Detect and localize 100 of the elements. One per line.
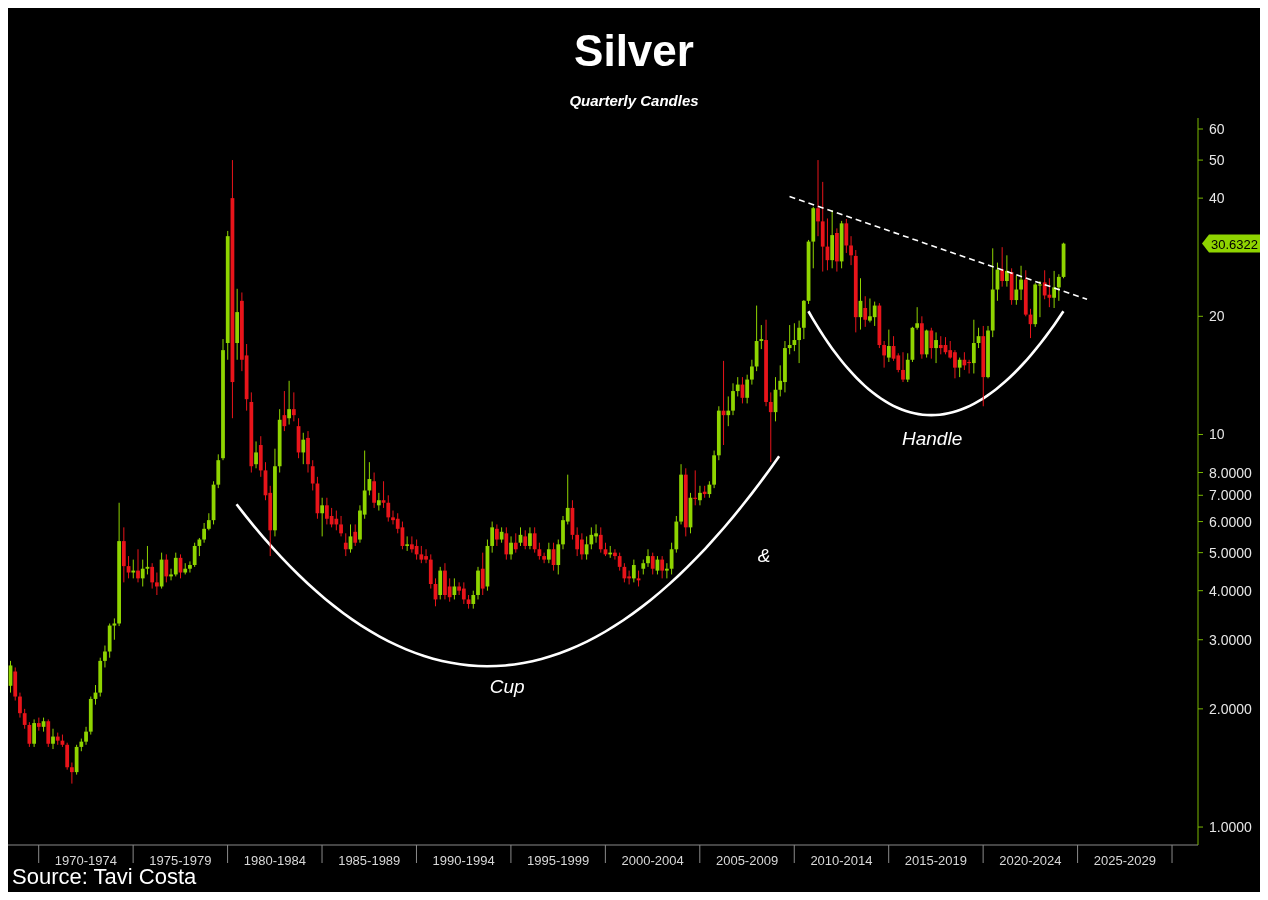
candlestick bbox=[381, 480, 386, 509]
x-tick-label: 1980-1984 bbox=[243, 853, 306, 868]
candlestick bbox=[513, 532, 518, 554]
candlestick bbox=[523, 529, 528, 550]
candlestick bbox=[1052, 270, 1056, 309]
candlestick bbox=[202, 522, 206, 544]
candlestick bbox=[334, 510, 339, 531]
candlestick bbox=[901, 351, 905, 383]
y-tick-label: 1.0000 bbox=[1209, 819, 1253, 836]
y-tick-label: 6.0000 bbox=[1209, 513, 1253, 530]
candlestick bbox=[844, 218, 849, 254]
candlestick bbox=[646, 548, 650, 568]
candlestick bbox=[660, 555, 665, 579]
candlestick bbox=[797, 320, 801, 364]
candlestick bbox=[1005, 254, 1009, 288]
candlestick bbox=[598, 526, 603, 554]
candlestick bbox=[509, 535, 513, 561]
candlestick bbox=[934, 331, 938, 364]
candlestick bbox=[589, 526, 594, 550]
candlestick bbox=[905, 352, 910, 383]
candlestick bbox=[188, 560, 192, 574]
candlestick bbox=[929, 327, 934, 360]
x-tick-label: 1990-1994 bbox=[432, 853, 495, 868]
annotation: Handle bbox=[902, 428, 963, 450]
y-tick-label: 5.0000 bbox=[1209, 544, 1253, 561]
candlestick bbox=[872, 301, 877, 327]
candlestick bbox=[532, 526, 537, 554]
candlestick bbox=[480, 552, 485, 596]
candlestick bbox=[136, 548, 140, 583]
candlestick bbox=[140, 559, 145, 587]
candlestick bbox=[731, 382, 735, 416]
candlestick bbox=[546, 542, 551, 564]
x-tick-label: 2025-2029 bbox=[1093, 853, 1156, 868]
x-tick-label: 2000-2004 bbox=[621, 853, 684, 868]
y-tick-label: 50 bbox=[1209, 152, 1225, 169]
candlestick bbox=[698, 485, 702, 506]
candlestick bbox=[849, 235, 853, 266]
candlestick bbox=[665, 562, 669, 579]
candlestick bbox=[735, 376, 740, 397]
candlestick bbox=[353, 523, 358, 547]
candlestick bbox=[938, 335, 943, 355]
y-tick-label: 10 bbox=[1209, 426, 1225, 443]
candlestick bbox=[461, 581, 466, 605]
candlestick bbox=[528, 526, 532, 550]
candlestick bbox=[1000, 246, 1005, 288]
candlestick bbox=[886, 329, 891, 363]
y-tick-label: 3.0000 bbox=[1209, 631, 1253, 648]
candlestick bbox=[882, 340, 886, 369]
candlestick bbox=[613, 548, 617, 561]
candlestick bbox=[18, 692, 22, 719]
candlestick bbox=[504, 526, 509, 561]
candlestick bbox=[169, 568, 173, 581]
x-tick-label: 1985-1989 bbox=[338, 853, 401, 868]
candlestick bbox=[759, 324, 764, 350]
x-tick-label: 2020-2024 bbox=[999, 853, 1062, 868]
candlestick bbox=[343, 532, 348, 557]
candlestick bbox=[650, 552, 655, 575]
candlestick bbox=[329, 507, 334, 528]
candlestick bbox=[631, 559, 636, 583]
candlestick bbox=[768, 391, 773, 463]
candlestick bbox=[957, 357, 962, 378]
candlestick bbox=[726, 395, 731, 427]
x-tick-label: 1995-1999 bbox=[527, 853, 590, 868]
candlestick bbox=[556, 539, 561, 575]
candlestick bbox=[51, 728, 55, 750]
candlestick bbox=[575, 526, 580, 557]
candlestick bbox=[495, 523, 499, 547]
candlestick bbox=[924, 329, 929, 359]
y-tick-label: 7.0000 bbox=[1209, 487, 1253, 504]
candlestick bbox=[70, 762, 74, 785]
candlestick bbox=[1042, 269, 1047, 300]
candlestick bbox=[291, 391, 296, 422]
candlestick bbox=[65, 742, 70, 771]
x-tick-label: 2015-2019 bbox=[904, 853, 967, 868]
candlestick bbox=[112, 617, 117, 641]
chart-title: Silver bbox=[573, 26, 695, 76]
candlestick bbox=[103, 645, 107, 668]
y-tick-label: 20 bbox=[1209, 308, 1225, 325]
candlestick bbox=[1014, 275, 1019, 306]
candlestick bbox=[155, 572, 159, 596]
x-tick-label: 2005-2009 bbox=[715, 853, 779, 868]
candlestick bbox=[386, 494, 391, 523]
candlestick bbox=[745, 374, 750, 404]
candlestick bbox=[915, 306, 920, 331]
candlestick bbox=[173, 552, 178, 577]
y-tick-label: 8.0000 bbox=[1209, 464, 1253, 481]
candlestick bbox=[627, 570, 631, 585]
text: 30.6322 bbox=[1211, 236, 1258, 252]
candlestick bbox=[750, 359, 754, 386]
candlestick bbox=[339, 515, 343, 537]
candlestick bbox=[584, 535, 589, 561]
chart-subtitle: Quarterly Candles bbox=[568, 92, 700, 109]
candlestick bbox=[863, 295, 868, 328]
candlestick bbox=[320, 497, 325, 537]
candlestick bbox=[46, 718, 51, 748]
candlestick bbox=[287, 380, 291, 426]
candlestick bbox=[301, 432, 306, 465]
candlestick bbox=[971, 319, 976, 374]
candlestick bbox=[372, 472, 376, 509]
candlestick bbox=[254, 440, 258, 469]
